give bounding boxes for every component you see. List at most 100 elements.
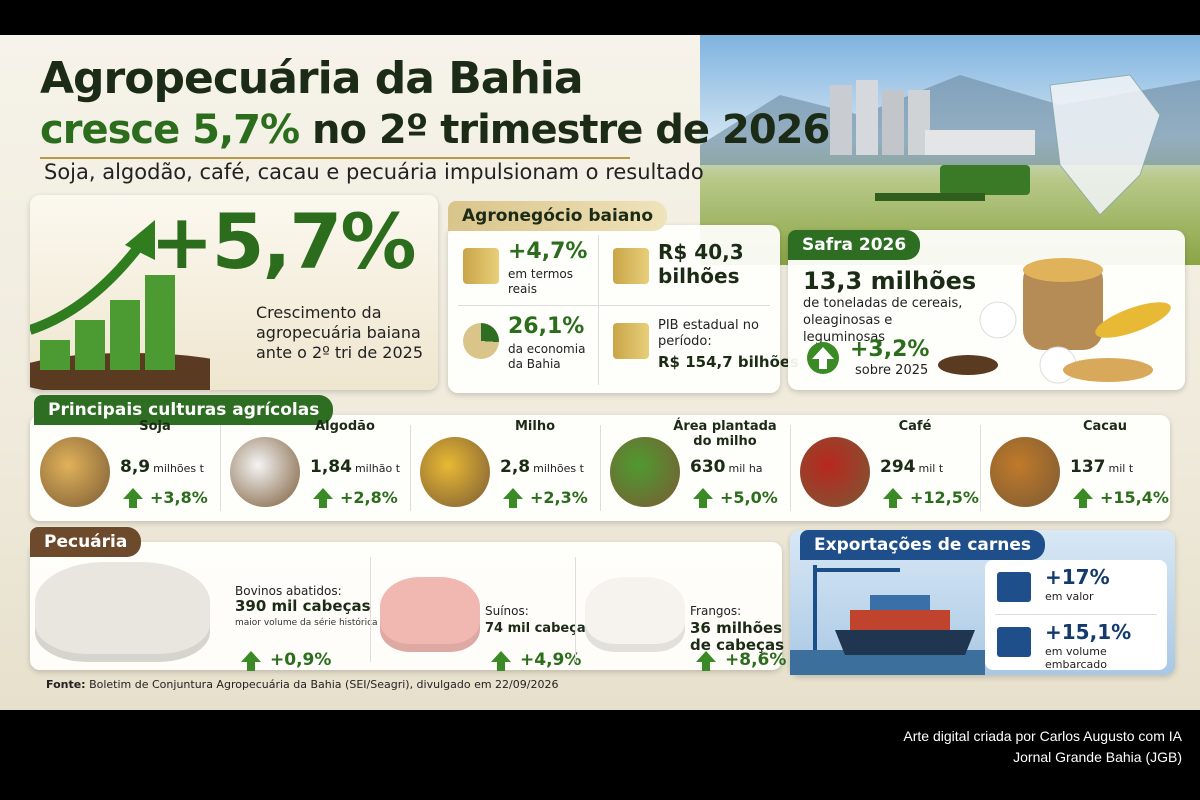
crop-value: 630 mil ha xyxy=(690,457,763,477)
crop-art xyxy=(610,437,680,507)
landscape-art xyxy=(700,74,1200,216)
exports-items: +17% em valor +15,1% em volume embarcado xyxy=(985,560,1167,671)
up-arrow xyxy=(491,651,511,671)
agro-value: +4,7% xyxy=(508,239,588,264)
export-note: em volume embarcado xyxy=(1045,645,1107,671)
animal-art xyxy=(35,562,210,662)
up-arrow-icon xyxy=(692,487,714,509)
agro-icon xyxy=(613,323,649,359)
crop-art xyxy=(40,437,110,507)
crop-change: +2,8% xyxy=(340,488,398,507)
crop-name: Café xyxy=(898,419,932,434)
ship-art xyxy=(790,565,985,675)
crop-art xyxy=(800,437,870,507)
agro-value: 26,1% xyxy=(508,314,585,339)
crops-items: Soja 8,9 milhões t +3,8% Algodão 1,84 milhão t… xyxy=(30,415,1170,521)
crop-change: +15,4% xyxy=(1100,488,1169,507)
crops-title: Principais culturas agrícolas xyxy=(34,395,334,425)
crop-unit: milhões t xyxy=(153,462,204,475)
source: Fonte: Boletim de Conjuntura Agropecuári… xyxy=(46,678,558,691)
safra-description: de toneladas de cereais, oleaginosas e l… xyxy=(803,296,963,345)
infographic: Agropecuária da Bahia cresce 5,7% no 2º … xyxy=(0,35,1200,710)
title-highlight: cresce 5,7% xyxy=(40,107,300,153)
crop-value: 1,84 milhão t xyxy=(310,457,400,477)
title-rule xyxy=(40,157,630,159)
crop-name: Soja xyxy=(139,419,171,434)
crop-name: Algodão xyxy=(315,419,375,434)
crop-unit: milhões t xyxy=(533,462,584,475)
crop-number: 294 xyxy=(880,457,916,477)
divider xyxy=(370,557,371,662)
agro-icon xyxy=(463,248,499,284)
credit-line1: Arte digital criada por Carlos Augusto c… xyxy=(903,728,1182,744)
credit-line2: Jornal Grande Bahia (JGB) xyxy=(1013,749,1182,765)
divider xyxy=(598,235,599,385)
livestock-title: Pecuária xyxy=(30,527,142,557)
divider xyxy=(220,425,221,511)
divider xyxy=(410,425,411,511)
up-arrow xyxy=(241,651,261,671)
up-arrow xyxy=(696,651,716,671)
safra-value: 13,3 milhões xyxy=(803,267,977,295)
source-label: Fonte: xyxy=(46,678,86,691)
livestock-change: +4,9% xyxy=(520,650,582,670)
source-text: Boletim de Conjuntura Agropecuária da Ba… xyxy=(89,678,559,691)
safra-change: +3,2% xyxy=(850,337,930,362)
up-arrow-icon xyxy=(1072,487,1094,509)
crop-unit: mil ha xyxy=(728,462,763,475)
livestock-name: Suínos: xyxy=(485,604,529,618)
crop-art xyxy=(990,437,1060,507)
up-arrow xyxy=(123,488,143,508)
hero-card: +5,7% Crescimento da agropecuária baiana… xyxy=(30,195,438,390)
crop-number: 8,9 xyxy=(120,457,151,477)
safra-title: Safra 2026 xyxy=(788,230,921,260)
up-arrow xyxy=(693,488,713,508)
landscape xyxy=(700,35,1200,265)
agro-items: +4,7% em termos reais R$ 40,3 bilhões 26,1%… xyxy=(448,225,799,393)
up-arrow-icon xyxy=(240,650,262,672)
crop-number: 137 xyxy=(1070,457,1106,477)
crop-change: +5,0% xyxy=(720,488,778,507)
crop-value: 2,8 milhões t xyxy=(500,457,584,477)
up-arrow xyxy=(503,488,523,508)
export-note: em valor xyxy=(1045,590,1094,603)
export-value: +15,1% xyxy=(1045,620,1132,644)
crop-change: +2,3% xyxy=(530,488,588,507)
up-arrow-icon xyxy=(882,487,904,509)
livestock-value: 74 mil cabeças xyxy=(485,621,594,636)
exports-title: Exportações de carnes xyxy=(800,530,1046,560)
crop-unit: milhão t xyxy=(354,462,401,475)
export-icon xyxy=(997,572,1031,602)
up-arrow xyxy=(1073,488,1093,508)
up-arrow-icon xyxy=(312,487,334,509)
title-line1: Agropecuária da Bahia xyxy=(40,53,584,104)
divider xyxy=(995,614,1157,615)
livestock-name: Bovinos abatidos: xyxy=(235,584,342,598)
divider xyxy=(575,557,576,662)
animal-art xyxy=(380,577,480,652)
divider xyxy=(458,305,770,306)
agro-value: R$ 154,7 bilhões xyxy=(658,353,799,371)
crop-number: 2,8 xyxy=(500,457,531,477)
divider xyxy=(980,425,981,511)
livestock-name: Frangos: xyxy=(690,604,742,618)
credit: Arte digital criada por Carlos Augusto c… xyxy=(903,726,1182,768)
livestock-change: +0,9% xyxy=(270,650,332,670)
livestock-value: 390 mil cabeças xyxy=(235,597,371,615)
agro-icon xyxy=(613,248,649,284)
crop-art xyxy=(420,437,490,507)
divider xyxy=(600,425,601,511)
animal-art xyxy=(585,577,685,652)
hero-description: Crescimento da agropecuária baiana ante … xyxy=(256,303,424,362)
up-arrow xyxy=(883,488,903,508)
crop-change: +12,5% xyxy=(910,488,979,507)
crop-name: Cacau xyxy=(1082,419,1128,434)
safra-change-note: sobre 2025 xyxy=(855,363,929,378)
crop-name: Milho xyxy=(514,419,556,434)
crop-number: 630 xyxy=(690,457,726,477)
export-icon xyxy=(997,627,1031,657)
up-arrow-icon xyxy=(490,650,512,672)
up-arrow-icon xyxy=(122,487,144,509)
up-arrow-icon xyxy=(695,650,717,672)
livestock-change: +8,6% xyxy=(725,650,787,670)
